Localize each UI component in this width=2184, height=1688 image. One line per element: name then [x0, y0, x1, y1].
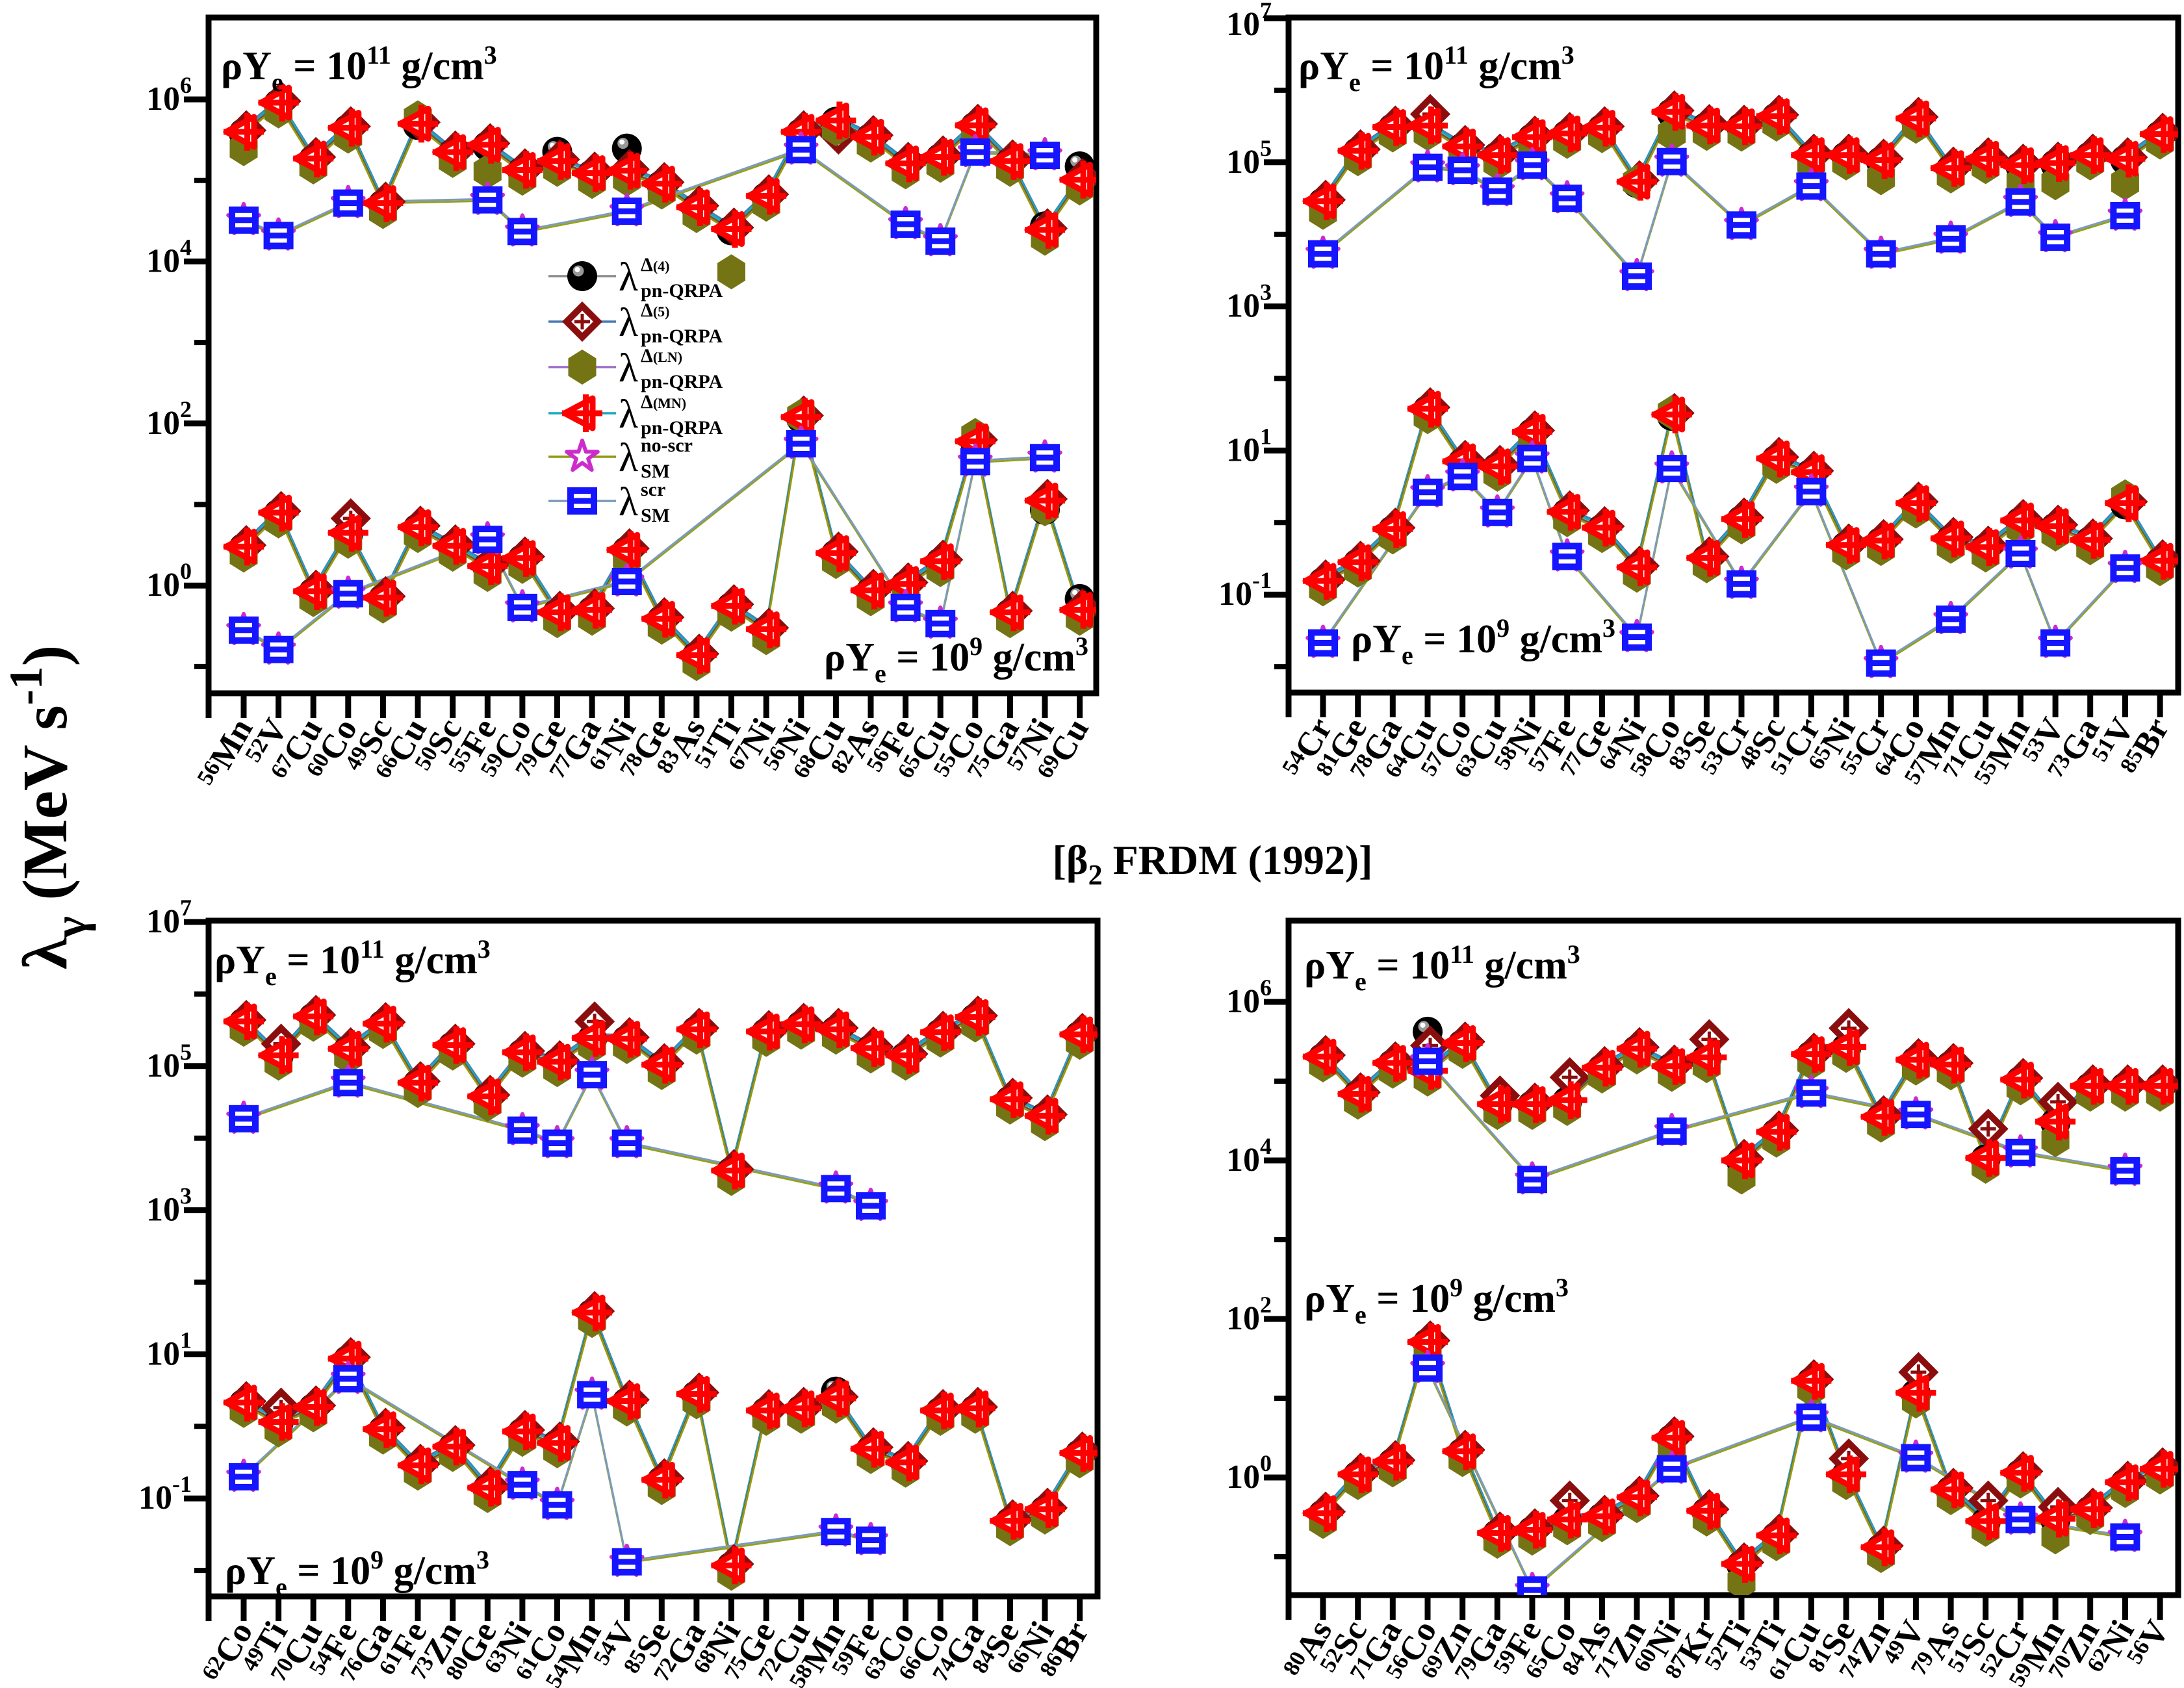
svg-text:λ: λ	[619, 301, 638, 345]
svg-text:ρYe = 1011 g/cm3: ρYe = 1011 g/cm3	[1298, 40, 1574, 97]
svg-text:SM: SM	[641, 461, 670, 482]
svg-text:ρYe = 1011 g/cm3: ρYe = 1011 g/cm3	[1304, 940, 1580, 996]
svg-text:λ: λ	[619, 480, 638, 524]
svg-text:Δ(4): Δ(4)	[641, 254, 669, 275]
svg-text:ρYe = 109 g/cm3: ρYe = 109 g/cm3	[1351, 613, 1615, 670]
svg-text:λ: λ	[619, 436, 638, 480]
svg-text:pn-QRPA: pn-QRPA	[641, 280, 723, 301]
svg-text:ρYe = 109 g/cm3: ρYe = 109 g/cm3	[824, 632, 1088, 688]
svg-text:[β2 FRDM (1992)]: [β2 FRDM (1992)]	[1053, 837, 1373, 891]
svg-text:pn-QRPA: pn-QRPA	[641, 371, 723, 392]
svg-text:λ: λ	[619, 255, 638, 300]
svg-text:Δ(LN): Δ(LN)	[641, 345, 682, 366]
svg-text:Δ(5): Δ(5)	[641, 300, 669, 321]
svg-text:ρYe = 109 g/cm3: ρYe = 109 g/cm3	[1304, 1273, 1569, 1329]
svg-text:λγ (MeV s-1): λγ (MeV s-1)	[0, 645, 96, 969]
svg-text:Δ(MN): Δ(MN)	[641, 391, 686, 413]
svg-text:SM: SM	[641, 505, 670, 526]
svg-text:pn-QRPA: pn-QRPA	[641, 326, 723, 347]
svg-text:pn-QRPA: pn-QRPA	[641, 417, 723, 439]
svg-text:ρYe = 1011 g/cm3: ρYe = 1011 g/cm3	[221, 40, 497, 97]
svg-text:no-scr: no-scr	[641, 435, 693, 456]
svg-text:scr: scr	[641, 479, 665, 500]
svg-text:ρYe = 109 g/cm3: ρYe = 109 g/cm3	[225, 1545, 489, 1602]
svg-text:λ: λ	[619, 392, 638, 437]
svg-text:λ: λ	[619, 346, 638, 390]
svg-text:ρYe = 1011 g/cm3: ρYe = 1011 g/cm3	[214, 934, 491, 991]
